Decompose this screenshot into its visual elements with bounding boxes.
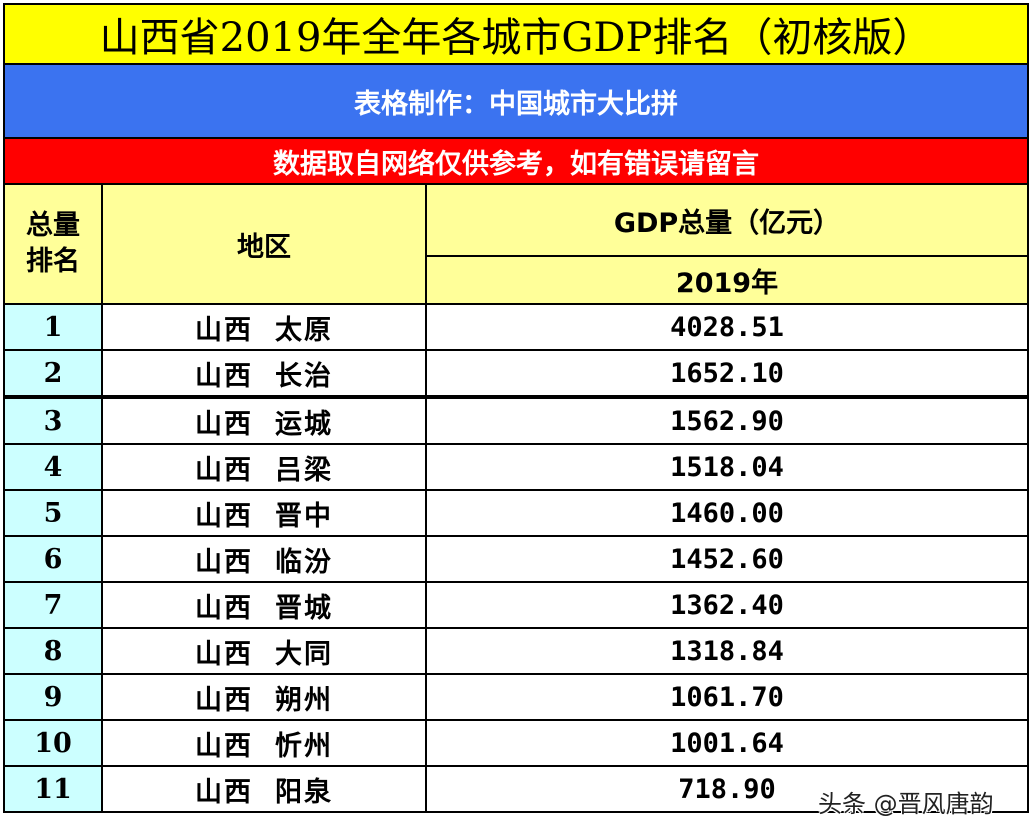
city-text: 临汾 bbox=[275, 546, 333, 578]
table-row: 10 山西 忻州 1001.64 bbox=[5, 719, 1027, 767]
region-cell: 山西 大同 bbox=[101, 627, 427, 675]
table-row: 9 山西 朔州 1061.70 bbox=[5, 673, 1027, 721]
table-row: 2 山西 长治 1652.10 bbox=[5, 349, 1027, 399]
gdp-cell: 1362.40 bbox=[425, 581, 1027, 629]
province-text: 山西 bbox=[195, 684, 253, 716]
province-text: 山西 bbox=[195, 776, 253, 808]
rank-cell: 2 bbox=[5, 349, 103, 399]
city-text: 阳泉 bbox=[275, 776, 333, 808]
city-text: 晋城 bbox=[275, 592, 333, 624]
region-cell: 山西 太原 bbox=[101, 303, 427, 351]
table-row: 6 山西 临汾 1452.60 bbox=[5, 535, 1027, 583]
table-row: 5 山西 晋中 1460.00 bbox=[5, 489, 1027, 537]
city-text: 大同 bbox=[275, 638, 333, 670]
rank-cell: 11 bbox=[5, 765, 103, 811]
region-cell: 山西 吕梁 bbox=[101, 443, 427, 491]
header-rank-line1: 总量 bbox=[26, 210, 80, 241]
gdp-cell: 718.90 bbox=[425, 765, 1027, 811]
rank-cell: 7 bbox=[5, 581, 103, 629]
rank-cell: 9 bbox=[5, 673, 103, 721]
province-text: 山西 bbox=[195, 360, 253, 392]
province-text: 山西 bbox=[195, 408, 253, 440]
gdp-cell: 1061.70 bbox=[425, 673, 1027, 721]
city-text: 晋中 bbox=[275, 500, 333, 532]
rank-cell: 4 bbox=[5, 443, 103, 491]
rank-cell: 5 bbox=[5, 489, 103, 537]
city-text: 朔州 bbox=[275, 684, 333, 716]
gdp-ranking-sheet: 山西省2019年全年各城市GDP排名（初核版） 表格制作：中国城市大比拼 数据取… bbox=[3, 3, 1029, 813]
source-watermark: 头条 @晋风唐韵 bbox=[818, 790, 994, 818]
province-text: 山西 bbox=[195, 638, 253, 670]
header-region: 地区 bbox=[101, 185, 427, 305]
gdp-cell: 1318.84 bbox=[425, 627, 1027, 675]
gdp-cell: 1562.90 bbox=[425, 396, 1027, 445]
rank-cell: 3 bbox=[5, 396, 103, 445]
gdp-cell: 1518.04 bbox=[425, 443, 1027, 491]
city-text: 运城 bbox=[275, 408, 333, 440]
credit-banner: 表格制作：中国城市大比拼 bbox=[5, 65, 1027, 139]
sheet-title: 山西省2019年全年各城市GDP排名（初核版） bbox=[5, 5, 1027, 65]
province-text: 山西 bbox=[195, 592, 253, 624]
table-row: 7 山西 晋城 1362.40 bbox=[5, 581, 1027, 629]
table-row: 8 山西 大同 1318.84 bbox=[5, 627, 1027, 675]
rank-cell: 10 bbox=[5, 719, 103, 767]
region-cell: 山西 晋中 bbox=[101, 489, 427, 537]
header-rank: 总量 排名 bbox=[5, 185, 103, 305]
city-text: 太原 bbox=[275, 314, 333, 346]
region-cell: 山西 阳泉 bbox=[101, 765, 427, 811]
city-text: 长治 bbox=[275, 360, 333, 392]
gdp-cell: 1652.10 bbox=[425, 349, 1027, 399]
rank-cell: 6 bbox=[5, 535, 103, 583]
region-cell: 山西 晋城 bbox=[101, 581, 427, 629]
rank-cell: 8 bbox=[5, 627, 103, 675]
table-row: 11 山西 阳泉 718.90 bbox=[5, 765, 1027, 811]
province-text: 山西 bbox=[195, 730, 253, 762]
province-text: 山西 bbox=[195, 454, 253, 486]
region-cell: 山西 临汾 bbox=[101, 535, 427, 583]
header-year: 2019年 bbox=[426, 255, 1027, 305]
region-cell: 山西 运城 bbox=[101, 396, 427, 445]
gdp-cell: 1460.00 bbox=[425, 489, 1027, 537]
city-text: 忻州 bbox=[275, 730, 333, 762]
gdp-cell: 1452.60 bbox=[425, 535, 1027, 583]
province-text: 山西 bbox=[195, 546, 253, 578]
disclaimer-banner: 数据取自网络仅供参考，如有错误请留言 bbox=[5, 139, 1027, 185]
gdp-cell: 4028.51 bbox=[425, 303, 1027, 351]
gdp-table: 总量 排名 地区 GDP总量（亿元） 2019年 1 山西 太原 4028.51 … bbox=[5, 185, 1027, 811]
table-row: 3 山西 运城 1562.90 bbox=[5, 396, 1027, 445]
region-cell: 山西 忻州 bbox=[101, 719, 427, 767]
gdp-cell: 1001.64 bbox=[425, 719, 1027, 767]
province-text: 山西 bbox=[195, 500, 253, 532]
table-row: 4 山西 吕梁 1518.04 bbox=[5, 443, 1027, 491]
header-gdp: GDP总量（亿元） bbox=[425, 185, 1027, 257]
header-rank-line2: 排名 bbox=[26, 246, 80, 277]
table-row: 1 山西 太原 4028.51 bbox=[5, 303, 1027, 351]
province-text: 山西 bbox=[195, 314, 253, 346]
rank-cell: 1 bbox=[5, 303, 103, 351]
region-cell: 山西 长治 bbox=[101, 349, 427, 399]
region-cell: 山西 朔州 bbox=[101, 673, 427, 721]
city-text: 吕梁 bbox=[275, 454, 333, 486]
